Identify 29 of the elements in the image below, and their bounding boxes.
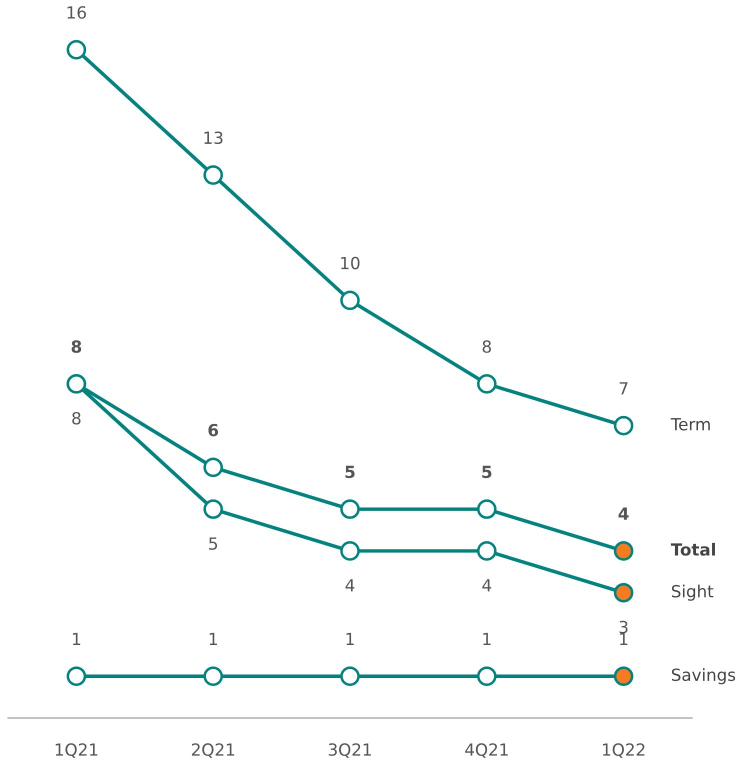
text: Term: [670, 418, 710, 430]
data-label: 8: [72, 412, 81, 425]
data-label: 4: [482, 579, 492, 592]
data-label: 6: [208, 424, 218, 436]
x-tick-label: 1Q22: [602, 743, 644, 758]
data-label: 1: [346, 632, 354, 645]
data-label: 8: [482, 340, 491, 353]
data-label: 4: [346, 579, 354, 592]
data-label: 1: [210, 632, 217, 645]
data-label: 1: [72, 632, 80, 645]
data-label: 10: [341, 256, 360, 270]
text: Total: [670, 542, 715, 556]
data-label: 7: [620, 382, 628, 394]
data-label: 1: [620, 632, 628, 645]
data-label: 1: [483, 632, 491, 645]
data-label: 5: [482, 466, 492, 478]
x-tick-label: 3Q21: [328, 743, 371, 758]
x-tick-label: 4Q21: [465, 743, 508, 758]
data-label: 4: [618, 508, 629, 520]
data-label: 5: [345, 466, 355, 478]
data-label: 3: [620, 620, 628, 634]
data-label: 8: [72, 340, 82, 353]
data-label: 16: [68, 6, 86, 19]
text: Savings: [672, 668, 736, 684]
x-tick-label: 1Q21: [56, 743, 98, 758]
text: Sight: [672, 584, 714, 601]
data-label: 5: [209, 537, 218, 550]
data-label: 13: [204, 131, 222, 144]
x-tick-label: 2Q21: [192, 743, 234, 758]
